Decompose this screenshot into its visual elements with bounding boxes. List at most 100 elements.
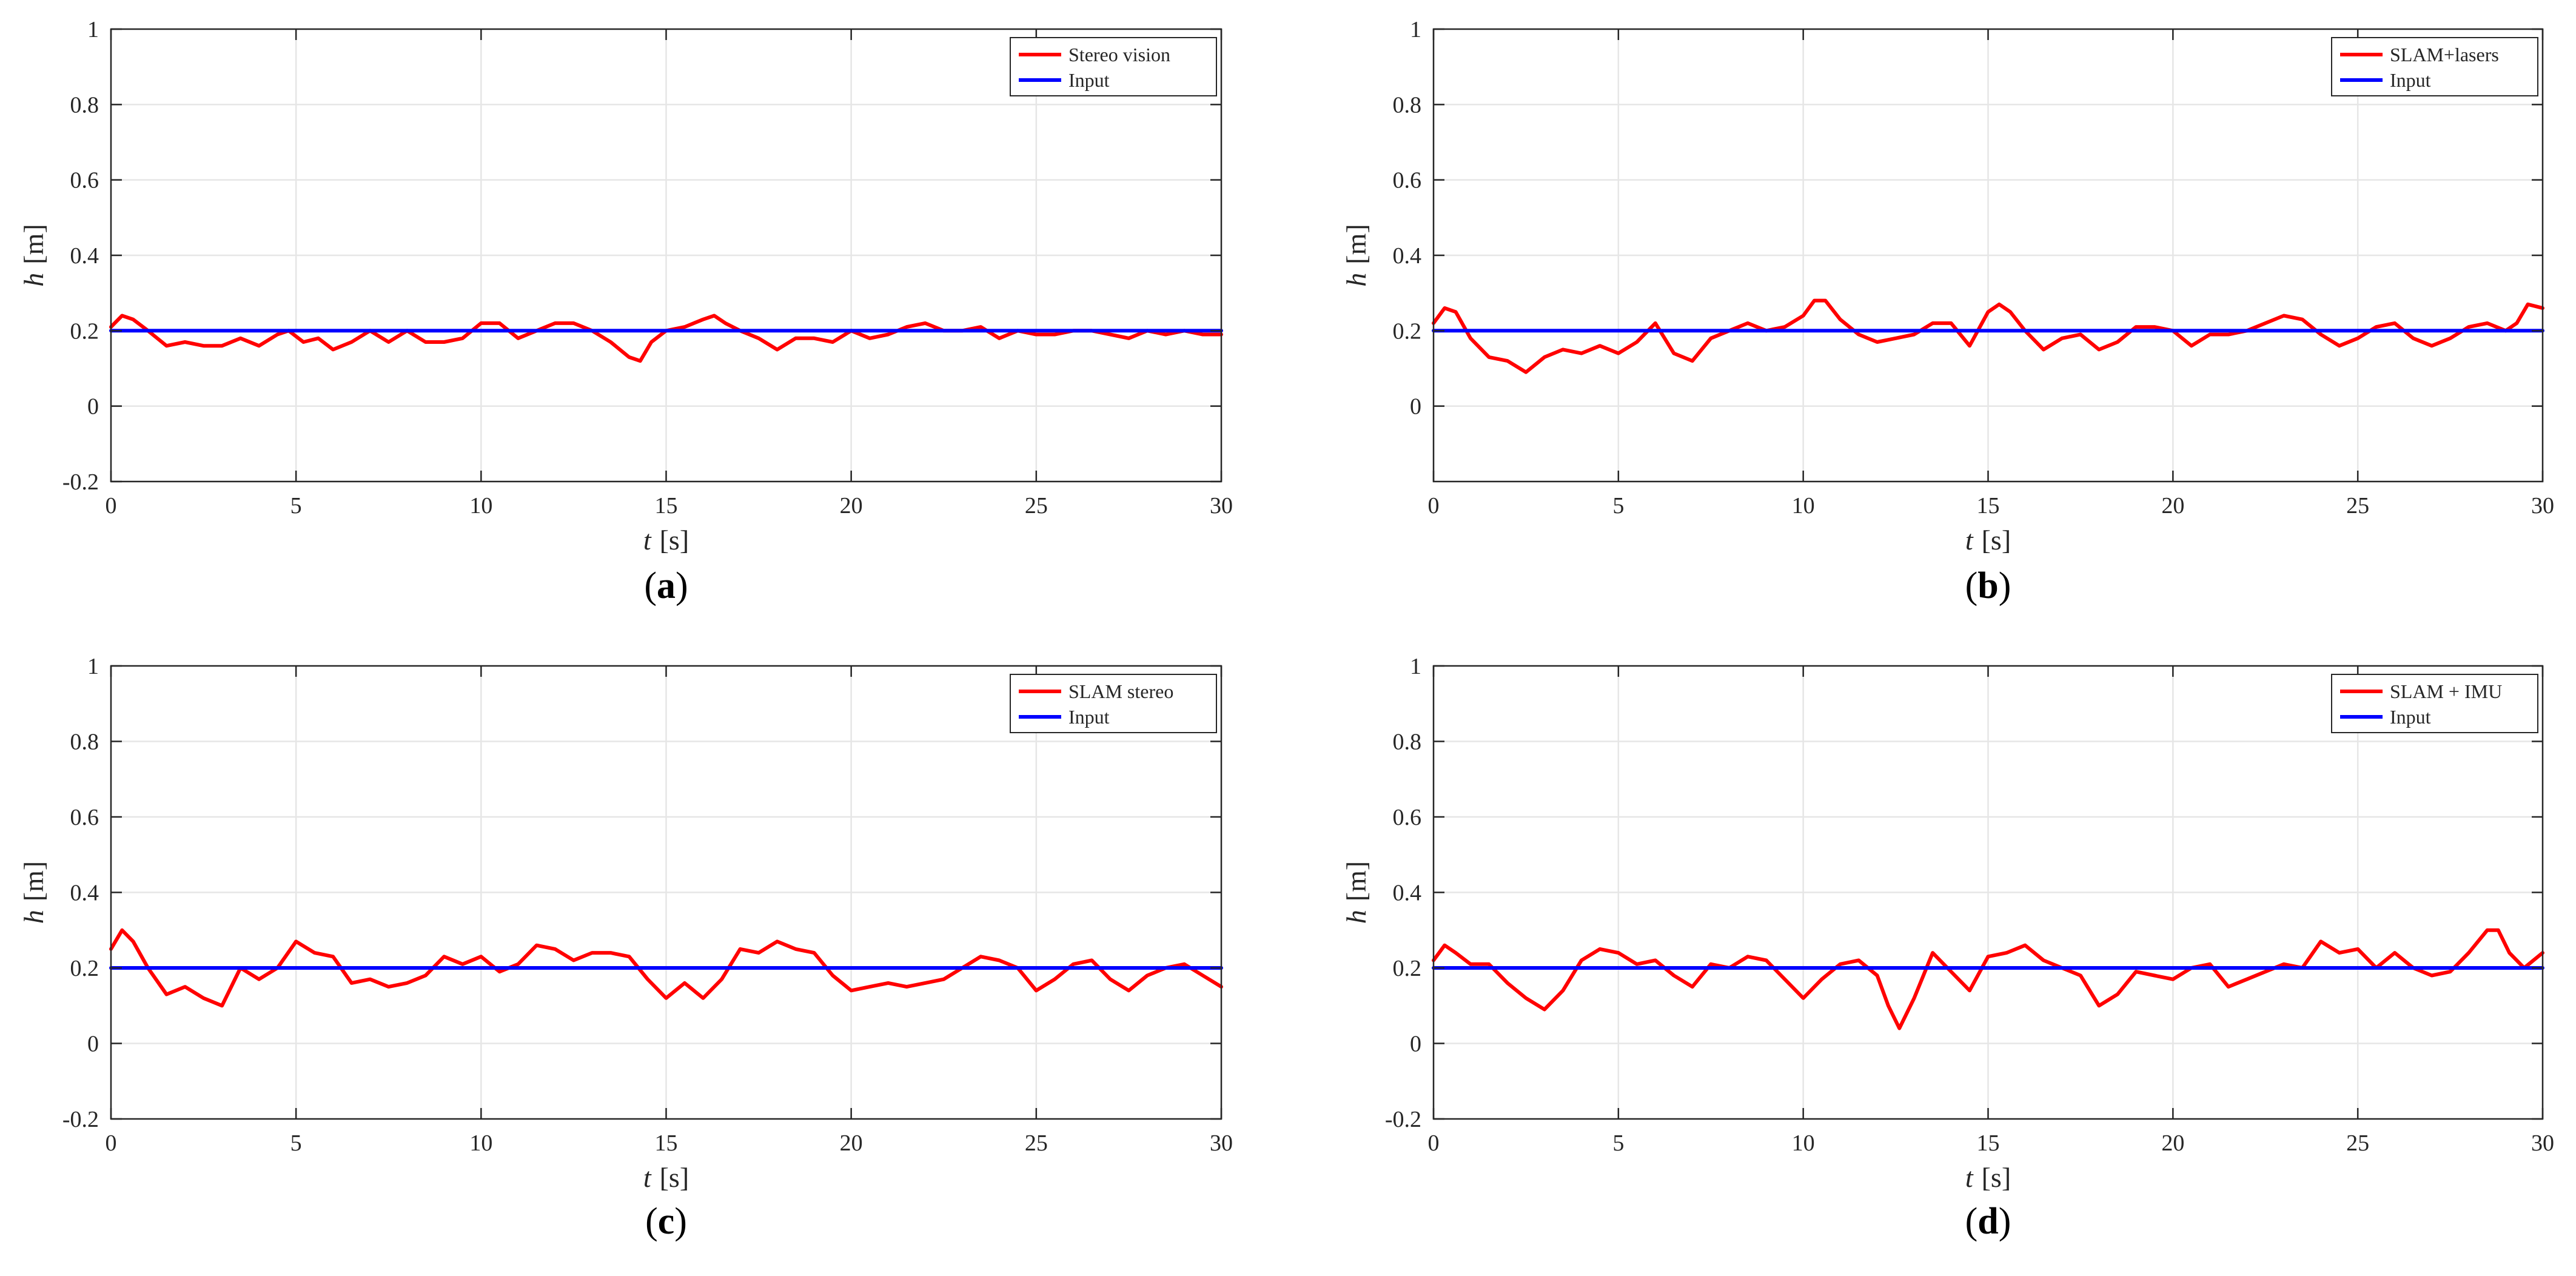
x-tick-label: 5 (1612, 1130, 1624, 1156)
x-tick-label: 20 (840, 1130, 863, 1156)
legend-box (1010, 674, 1217, 733)
legend-entry: Input (1068, 69, 1110, 91)
legend-box (1010, 37, 1217, 96)
x-axis-unit: [s] (1982, 1162, 2011, 1193)
x-axis-label: t [s] (1965, 525, 2011, 556)
panel-caption: (a) (644, 565, 688, 606)
y-axis-label: h [m] (1341, 224, 1372, 286)
y-tick-label: 0.8 (1393, 730, 1422, 755)
x-tick-label: 5 (290, 493, 302, 519)
legend-entry: Input (1068, 706, 1110, 728)
y-tick-label: 0.6 (70, 805, 99, 830)
x-tick-label: 10 (469, 493, 492, 519)
y-axis-unit: [m] (18, 861, 49, 901)
y-tick-label: 0.2 (70, 956, 99, 981)
y-axis-label: h [m] (1341, 861, 1372, 924)
y-tick-label: 0.4 (1393, 881, 1422, 906)
caption-close-paren: ) (676, 565, 688, 606)
y-axis-symbol: h (18, 273, 49, 287)
y-tick-label: 0.6 (1393, 805, 1422, 830)
y-tick-label: 0.6 (1393, 168, 1422, 193)
caption-open-paren: ( (1965, 1201, 1978, 1242)
measured-series-line (1432, 928, 2544, 1030)
x-tick-label: 15 (655, 1130, 678, 1156)
caption-letter: a (657, 565, 676, 606)
x-tick-label: 30 (2531, 493, 2554, 519)
x-tick-label: 0 (106, 493, 117, 519)
x-axis-symbol: t (1965, 1162, 1974, 1193)
legend-entry: Input (2390, 706, 2431, 728)
y-tick-label: 1 (1410, 654, 1421, 679)
caption-open-paren: ( (645, 1201, 658, 1242)
chart-panel-d: 0 5 10 15 20 25 30 -0.2 0 0.2 0.4 0.6 0.8 1 t [s] h [m] SL… (1341, 654, 2554, 1242)
x-tick-label: 20 (2161, 1130, 2184, 1156)
y-tick-label: 1 (87, 654, 99, 679)
y-axis-symbol: h (18, 910, 49, 924)
panel-caption: (b) (1965, 565, 2011, 606)
caption-letter: d (1977, 1201, 1998, 1242)
measured-series-line (1432, 298, 2544, 374)
x-tick-label: 15 (655, 493, 678, 519)
x-axis-label: t [s] (1965, 1162, 2011, 1193)
caption-close-paren: ) (674, 1201, 687, 1242)
legend-entry: SLAM stereo (1068, 680, 1173, 702)
x-tick-label: 30 (2531, 1130, 2554, 1156)
caption-letter: c (658, 1201, 675, 1242)
y-axis-label: h [m] (18, 224, 49, 286)
x-tick-label: 15 (1977, 493, 2000, 519)
x-tick-label: 10 (1792, 1130, 1815, 1156)
x-tick-label: 5 (1612, 493, 1624, 519)
legend-entry: Input (2390, 69, 2431, 91)
y-tick-label: 0 (1410, 394, 1421, 420)
legend-entry: Stereo vision (1068, 44, 1170, 65)
y-tick-label: 0.4 (70, 243, 99, 269)
y-tick-label: 0.8 (70, 92, 99, 118)
panel-caption: (d) (1965, 1201, 2011, 1242)
caption-open-paren: ( (1965, 565, 1978, 606)
legend: Stereo vision Input (1010, 37, 1217, 96)
legend: SLAM+lasers Input (2331, 37, 2538, 96)
y-axis-symbol: h (1341, 273, 1372, 287)
x-axis-symbol: t (643, 1162, 652, 1193)
x-tick-label: 15 (1977, 1130, 2000, 1156)
x-tick-label: 20 (840, 493, 863, 519)
caption-open-paren: ( (644, 565, 657, 606)
y-tick-label: 0.4 (1393, 243, 1422, 269)
y-axis-unit: [m] (1341, 861, 1372, 901)
x-tick-label: 0 (1428, 1130, 1440, 1156)
x-axis-label: t [s] (643, 525, 689, 556)
x-tick-label: 0 (1428, 493, 1440, 519)
x-axis-symbol: t (643, 525, 652, 556)
chart-panel-a: 0 5 10 15 20 25 30 -0.2 0 0.2 0.4 0.6 0.8 1 t [s] h [m] St… (18, 17, 1233, 606)
caption-close-paren: ) (1999, 1201, 2011, 1242)
y-axis-unit: [m] (1341, 224, 1372, 264)
y-tick-label: 0.8 (70, 730, 99, 755)
x-axis-label: t [s] (643, 1162, 689, 1193)
x-tick-label: 30 (1210, 493, 1233, 519)
x-tick-label: 25 (2346, 493, 2369, 519)
y-tick-label: 1 (1410, 17, 1421, 42)
y-tick-label: -0.2 (62, 1107, 99, 1132)
y-tick-label: 0 (87, 394, 99, 420)
legend-box (2331, 674, 2538, 733)
measured-series-line (109, 928, 1223, 1008)
y-tick-label: 0 (1410, 1032, 1421, 1057)
y-axis-unit: [m] (18, 224, 49, 264)
y-axis-label: h [m] (18, 861, 49, 924)
y-axis-symbol: h (1341, 910, 1372, 924)
x-tick-label: 20 (2161, 493, 2184, 519)
x-tick-label: 25 (1025, 1130, 1048, 1156)
caption-letter: b (1977, 565, 1998, 606)
legend: SLAM + IMU Input (2331, 674, 2538, 733)
x-axis-unit: [s] (1982, 525, 2011, 556)
chart-panel-c: 0 5 10 15 20 25 30 -0.2 0 0.2 0.4 0.6 0.8 1 t [s] h [m] SL… (18, 654, 1233, 1242)
y-tick-label: 0.4 (70, 881, 99, 906)
x-tick-label: 5 (290, 1130, 302, 1156)
x-tick-label: 25 (1025, 493, 1048, 519)
y-tick-label: -0.2 (62, 469, 99, 495)
chart-panel-b: 0 5 10 15 20 25 30 0 0.2 0.4 0.6 0.8 1 t [s] h [m] SLAM+l… (1341, 17, 2554, 606)
x-tick-label: 25 (2346, 1130, 2369, 1156)
x-tick-label: 0 (106, 1130, 117, 1156)
y-tick-label: 0 (87, 1032, 99, 1057)
